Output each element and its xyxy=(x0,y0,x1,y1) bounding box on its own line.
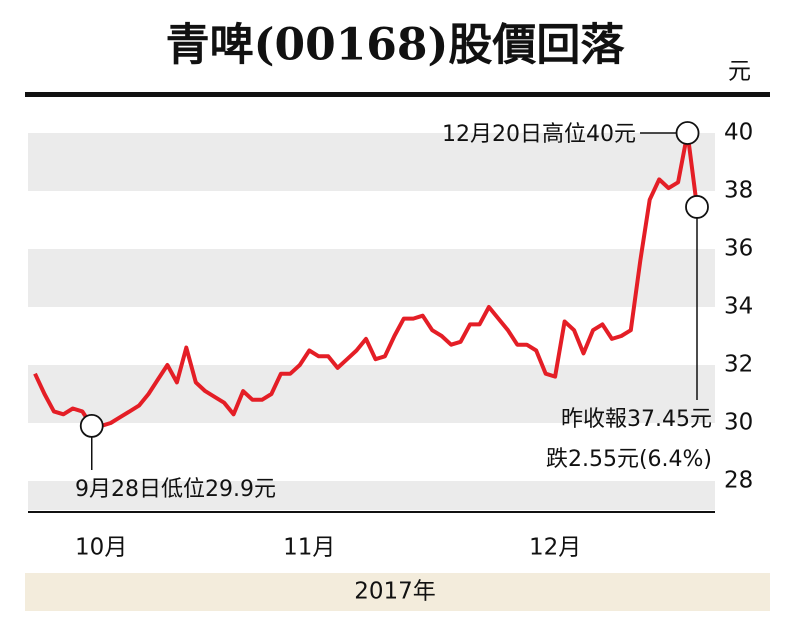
y-tick-label: 30 xyxy=(724,410,753,436)
annotation: 跌2.55元(6.4%) xyxy=(546,447,712,472)
y-tick-label: 28 xyxy=(724,468,753,494)
point-marker xyxy=(685,195,709,219)
y-tick-label: 40 xyxy=(724,120,753,146)
y-unit: 元 xyxy=(728,59,751,85)
grid-band xyxy=(28,481,715,510)
x-tick-label: 10月 xyxy=(75,535,127,561)
title-rule xyxy=(25,92,770,97)
grid-band xyxy=(28,365,715,423)
y-tick-label: 32 xyxy=(724,352,753,378)
point-marker xyxy=(79,413,104,438)
grid-band xyxy=(28,133,715,191)
point-marker xyxy=(675,121,700,145)
y-tick-label: 34 xyxy=(724,294,753,320)
x-axis-label: 2017年 xyxy=(354,579,436,605)
annotation: 昨收報37.45元 xyxy=(561,407,712,432)
chart-title: 青啤(00168)股價回落 xyxy=(166,20,626,71)
bands xyxy=(28,133,715,510)
annotation: 9月28日低位29.9元 xyxy=(75,477,276,502)
annotation: 12月20日高位40元 xyxy=(442,122,636,147)
year-band xyxy=(25,573,770,611)
y-tick-label: 38 xyxy=(724,178,753,204)
price-line xyxy=(33,131,699,428)
x-tick-label: 11月 xyxy=(283,535,335,561)
y-tick-label: 36 xyxy=(724,236,753,262)
grid-band xyxy=(28,249,715,307)
x-tick-label: 12月 xyxy=(529,535,581,561)
